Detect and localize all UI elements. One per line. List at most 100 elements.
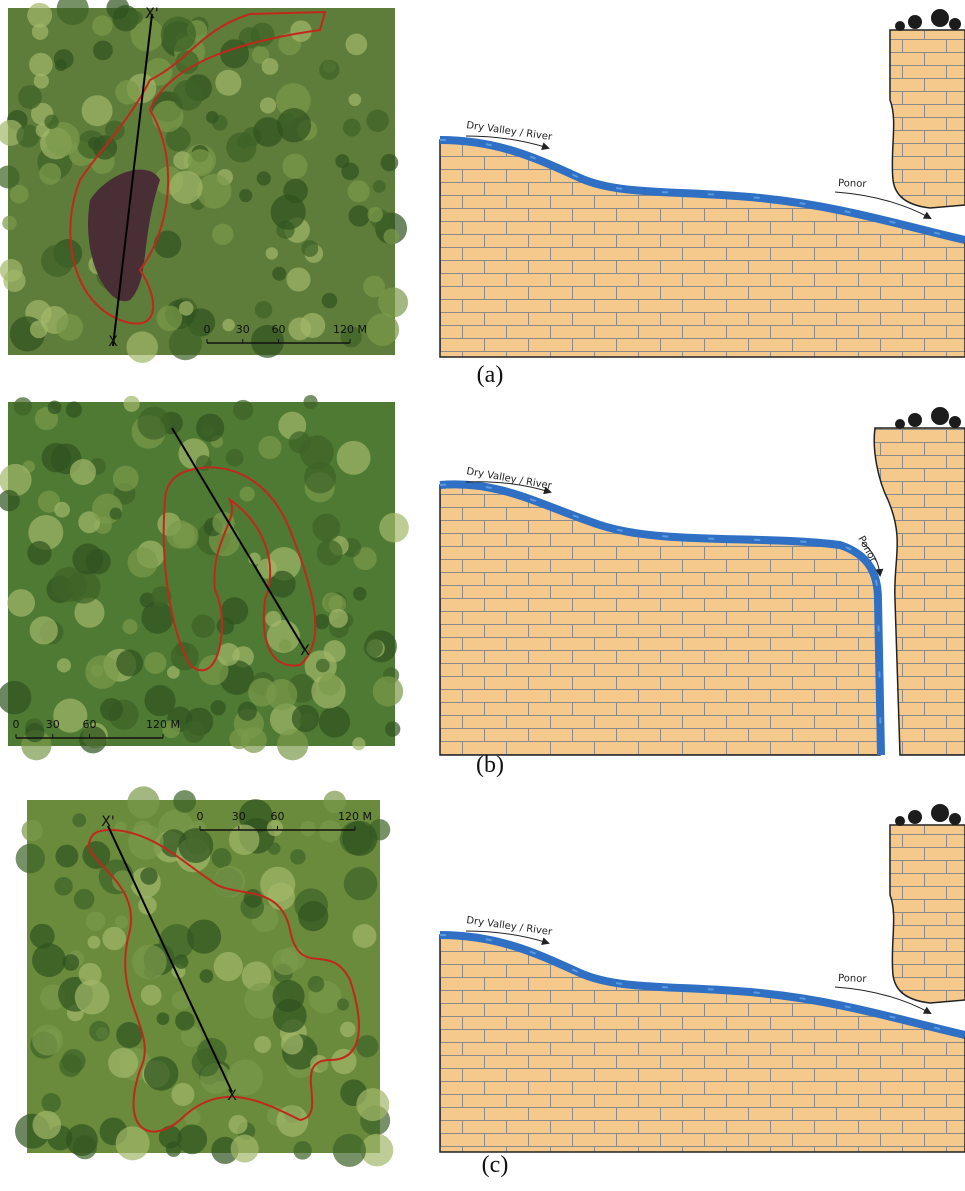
tree-canopy <box>212 224 233 245</box>
tree-canopy <box>253 117 283 147</box>
limestone-cliff <box>890 30 965 208</box>
tree-canopy <box>356 1035 378 1057</box>
tree-canopy <box>300 435 334 469</box>
scale-label: 30 <box>46 718 60 731</box>
tree-canopy <box>127 786 159 818</box>
scale-label: 60 <box>83 718 97 731</box>
tree-canopy <box>273 999 307 1033</box>
tree-canopy <box>144 652 166 674</box>
tree-canopy <box>141 985 162 1006</box>
tree-canopy <box>110 508 122 520</box>
tree-canopy <box>56 314 83 341</box>
tree-canopy <box>316 659 330 673</box>
tree-canopy <box>383 229 399 245</box>
section-label: X' <box>101 814 114 830</box>
tree-canopy <box>255 301 273 319</box>
tree-canopy <box>41 245 73 277</box>
tree-canopy <box>116 1126 150 1160</box>
tree-canopy <box>70 459 96 485</box>
tree-canopy <box>63 954 80 971</box>
tree-canopy <box>279 639 292 652</box>
tree-canopy <box>346 34 368 56</box>
tree-canopy <box>179 301 194 316</box>
tree-canopy <box>319 673 341 695</box>
scale-label: 120 M <box>333 323 367 336</box>
vegetation <box>895 816 905 826</box>
tree-canopy <box>124 396 140 412</box>
tree-canopy <box>25 723 44 742</box>
tree-canopy <box>343 119 361 137</box>
tree-canopy <box>352 924 376 948</box>
figure: 03060120 MX'XDry Valley / RiverPonor(a)0… <box>0 0 965 1191</box>
panel-label: (b) <box>476 752 504 778</box>
sink-label: Ponor <box>838 178 868 190</box>
tree-canopy <box>373 180 386 193</box>
tree-canopy <box>10 185 29 204</box>
tree-canopy <box>166 520 194 548</box>
tree-canopy <box>16 844 45 873</box>
tree-canopy <box>157 1012 170 1025</box>
tree-canopy <box>44 115 58 129</box>
tree-canopy <box>272 949 298 975</box>
tree-canopy <box>206 111 219 124</box>
tree-canopy <box>54 49 74 69</box>
tree-canopy <box>348 180 370 202</box>
tree-canopy <box>86 912 106 932</box>
tree-canopy <box>140 867 157 884</box>
tree-canopy <box>173 790 196 813</box>
tree-canopy <box>2 216 16 230</box>
limestone-ground <box>440 484 880 755</box>
scale-label: 0 <box>204 323 211 336</box>
tree-canopy <box>91 664 104 677</box>
tree-canopy <box>126 331 158 363</box>
tree-canopy <box>304 395 318 409</box>
tree-canopy <box>137 407 170 440</box>
tree-canopy <box>268 842 280 854</box>
tree-canopy <box>55 845 78 868</box>
tree-canopy <box>161 17 196 52</box>
tree-canopy <box>3 270 25 292</box>
section-label: X <box>300 643 310 659</box>
tree-canopy <box>366 109 389 132</box>
tree-canopy <box>379 513 409 543</box>
tree-canopy <box>298 901 328 931</box>
tree-canopy <box>87 936 100 949</box>
tree-canopy <box>74 889 95 910</box>
tree-canopy <box>353 587 367 601</box>
tree-canopy <box>32 943 66 977</box>
tree-canopy <box>212 848 232 868</box>
tree-canopy <box>32 1025 63 1056</box>
tree-canopy <box>157 305 183 331</box>
tree-canopy <box>299 713 315 729</box>
sink-label: Ponor <box>838 973 868 985</box>
tree-canopy <box>349 205 370 226</box>
section-label: X <box>108 334 118 350</box>
tree-canopy <box>184 1109 200 1125</box>
tree-canopy <box>260 97 276 113</box>
tree-canopy <box>314 614 329 629</box>
tree-canopy <box>32 1111 61 1140</box>
tree-canopy <box>102 927 125 950</box>
tree-canopy <box>29 53 53 77</box>
vegetation <box>949 416 961 428</box>
tree-canopy <box>222 319 234 331</box>
tree-canopy <box>113 466 139 492</box>
tree-canopy <box>187 919 221 953</box>
tree-canopy <box>34 73 49 88</box>
tree-canopy <box>258 436 281 459</box>
tree-canopy <box>54 877 72 895</box>
tree-canopy <box>381 154 399 172</box>
scale-label: 60 <box>272 323 286 336</box>
vegetation <box>949 813 961 825</box>
vegetation <box>931 9 949 27</box>
tree-canopy <box>266 679 297 710</box>
tree-canopy <box>337 998 349 1010</box>
tree-canopy <box>129 11 142 24</box>
tree-canopy <box>192 1048 220 1076</box>
tree-canopy <box>54 502 70 518</box>
tree-canopy <box>312 514 340 542</box>
vegetation <box>895 419 905 429</box>
tree-canopy <box>277 729 308 760</box>
tree-canopy <box>66 1124 98 1156</box>
tree-canopy <box>229 824 260 855</box>
